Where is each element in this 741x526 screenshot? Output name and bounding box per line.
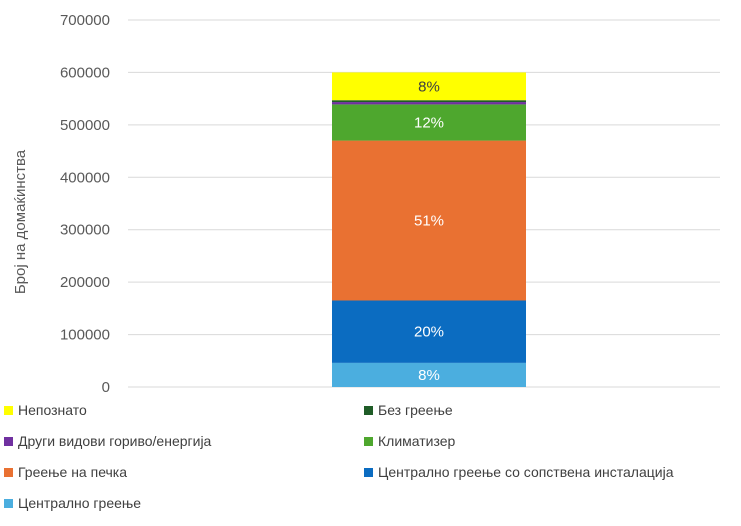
legend-label: Греење на печка [18,464,128,480]
bar-segment [332,102,526,105]
legend-label: Непознато [18,402,87,418]
legend: Непознато Без греење Други видови гориво/е… [0,402,741,526]
legend-swatch [364,405,373,415]
bar-segment [332,300,526,363]
bar-segment [332,104,526,141]
legend-item: Греење на печка [4,464,127,480]
bar-segment [332,140,526,301]
legend-label: Други видови гориво/енергија [18,433,212,449]
legend-swatch [4,467,13,477]
legend-label: Централно греење [18,495,142,511]
data-label: 8% [418,367,440,384]
y-tick-label: 100000 [60,327,110,344]
bar-segment [332,362,526,387]
bar-segment [332,100,526,103]
data-label: 8% [418,78,440,95]
data-label: 12% [414,114,444,131]
data-label: 20% [414,324,444,341]
legend-swatch [4,436,13,446]
data-label: 51% [414,213,444,230]
y-axis-label: Број на домаќинства [12,149,29,294]
legend-swatch [4,405,13,415]
legend-item: Централно греење [4,495,141,511]
data-labels: 8% 20% 51% 12% 8% [414,78,444,384]
legend-label: Без греење [378,402,453,418]
y-tick-label: 700000 [60,12,110,29]
legend-item: Климатизер [364,433,455,449]
y-tick-label: 300000 [60,222,110,239]
legend-item: Без греење [364,402,453,418]
y-tick-label: 600000 [60,64,110,81]
y-tick-label: 500000 [60,117,110,134]
y-tick-label: 0 [102,379,110,396]
y-tick-label: 400000 [60,169,110,186]
legend-item: Централно греење со сопствена инсталациј… [364,464,673,480]
y-tick-label: 200000 [60,274,110,291]
legend-swatch [4,498,13,508]
legend-label: Централно греење со сопствена инсталациј… [378,464,674,480]
legend-label: Климатизер [378,433,456,449]
legend-swatch [364,436,373,446]
stacked-bar-chart: 0 100000 200000 300000 400000 500000 600000 700… [12,12,720,396]
legend-swatch [364,467,373,477]
legend-item: Други видови гориво/енергија [4,433,211,449]
legend-item: Непознато [4,402,87,418]
bar-stack [332,72,526,387]
bar-segment [332,72,526,101]
y-axis-ticks: 0 100000 200000 300000 400000 500000 600000 700… [60,12,110,396]
